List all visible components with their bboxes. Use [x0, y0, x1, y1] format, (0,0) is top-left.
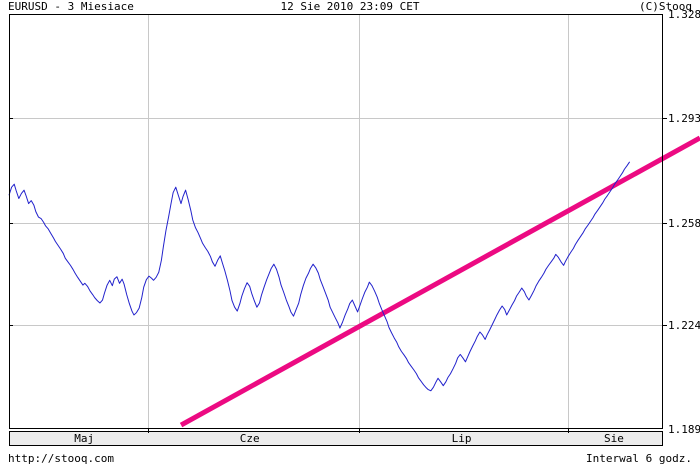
interval-label: Interwal 6 godz.: [586, 452, 692, 465]
y-axis-tick-label: 1.189: [668, 423, 700, 436]
x-axis-tick-label: Cze: [239, 432, 260, 445]
plot-frame: [9, 14, 663, 429]
y-axis-tick-label: 1.293: [668, 112, 700, 126]
x-axis-tick-label: Lip: [451, 432, 472, 445]
axis-ticks: [9, 118, 667, 433]
y-axis-tick-label: 1.258: [668, 216, 700, 230]
x-axis-tick-label: Sie: [604, 432, 624, 445]
chart-datetime: 12 Sie 2010 23:09 CET: [280, 0, 420, 13]
price-line-group: [8, 161, 631, 392]
x-axis-band: [9, 431, 663, 446]
y-axis-tick-label: 1.224: [668, 318, 700, 332]
x-axis-tick-label: Maj: [74, 432, 95, 445]
y-axis-tick-label: 1.328: [668, 8, 700, 21]
chart-copyright: (C)Stooq: [639, 0, 692, 13]
source-url[interactable]: http://stooq.com: [8, 452, 114, 465]
grid-lines: [9, 14, 663, 429]
chart-title: EURUSD - 3 Miesiace: [8, 0, 134, 13]
